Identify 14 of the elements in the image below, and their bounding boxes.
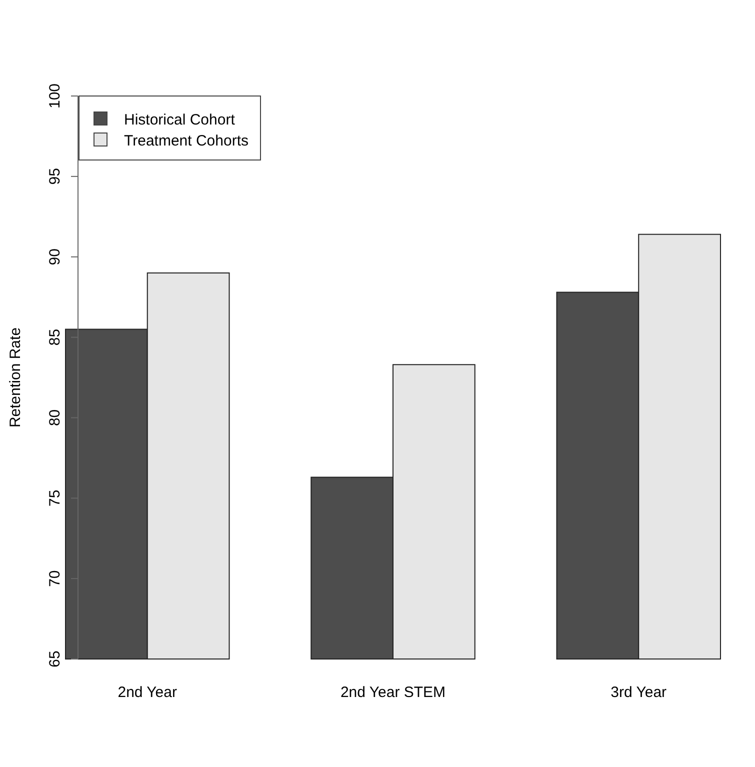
y-tick-label: 75 (46, 490, 64, 506)
y-tick-label: 65 (46, 650, 64, 668)
y-tick-label: 95 (46, 168, 64, 185)
y-tick-label: 85 (46, 328, 64, 346)
x-tick-label: 3rd Year (610, 684, 667, 701)
y-tick-label: 70 (46, 570, 64, 587)
legend-label: Historical Cohort (124, 111, 236, 128)
x-tick-label: 2nd Year STEM (340, 684, 446, 701)
y-axis-title: Retention Rate (7, 327, 24, 428)
legend-label: Treatment Cohorts (124, 132, 248, 150)
y-tick-label: 90 (46, 248, 64, 266)
y-tick-label: 100 (46, 83, 64, 109)
x-tick-label: 2nd Year (118, 684, 177, 701)
y-tick-label: 80 (46, 409, 64, 426)
